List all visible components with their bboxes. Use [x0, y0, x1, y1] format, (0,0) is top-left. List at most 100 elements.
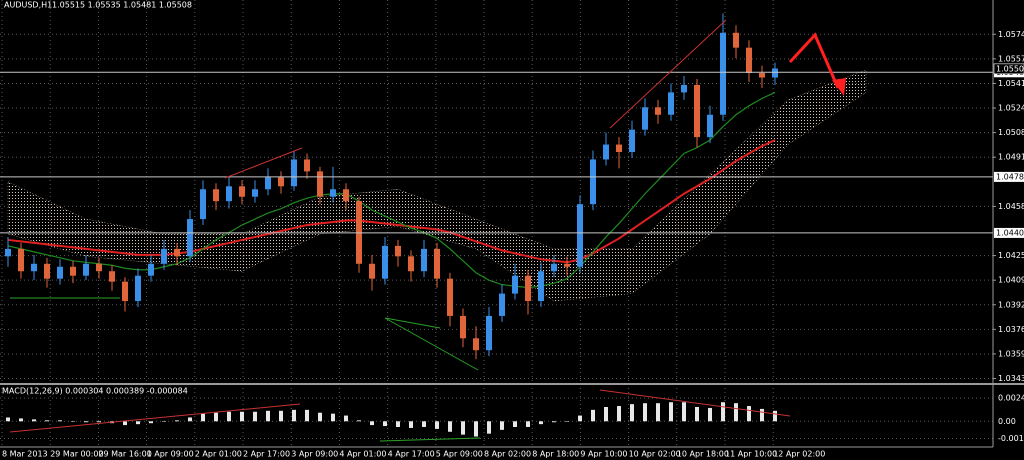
x-tick-label: 12 Apr 02:00 — [773, 450, 825, 459]
macd-bar — [630, 404, 634, 422]
macd-bar — [123, 421, 127, 426]
level-label-box — [994, 171, 1024, 182]
candle-body — [148, 263, 154, 276]
macd-bar — [97, 421, 101, 423]
macd-bar — [344, 415, 348, 422]
candle-body — [252, 189, 258, 197]
macd-bar — [435, 421, 439, 429]
macd-bar — [162, 421, 166, 422]
x-tick-label: 10 Apr 02:00 — [629, 450, 681, 459]
macd-bar — [461, 421, 465, 435]
macd-bar — [201, 413, 205, 422]
candle-body — [135, 275, 141, 302]
candle-body — [200, 189, 206, 220]
candle-body — [31, 263, 37, 272]
y-tick-label: 1.04915 — [998, 153, 1024, 162]
y-tick-label: 1.04255 — [998, 251, 1024, 260]
candle-body — [655, 107, 661, 115]
candle-body — [577, 204, 583, 267]
candle-body — [642, 107, 648, 130]
x-tick-label: 4 Apr 01:00 — [339, 450, 386, 459]
candle-body — [629, 129, 635, 153]
ohlc-text: 1.05515 1.05535 1.05481 1.05508 — [52, 1, 192, 10]
macd-bar — [552, 421, 556, 423]
macd-bar — [227, 411, 231, 422]
candle-body — [603, 144, 609, 160]
x-tick-label: 2 Apr 17:00 — [243, 450, 290, 459]
candle-body — [395, 245, 401, 257]
macd-bar — [188, 417, 192, 422]
macd-bar — [357, 420, 361, 422]
macd-bar — [84, 421, 88, 423]
candle-body — [187, 219, 193, 257]
x-tick-label: 1 Apr 09:00 — [147, 450, 194, 459]
macd-bar — [383, 421, 387, 427]
candle-body — [759, 73, 765, 78]
macd-bar — [45, 420, 49, 422]
y-tick-label: 1.03595 — [998, 349, 1024, 358]
macd-bar — [292, 409, 296, 422]
x-tick-label: 29 Mar 00:00 — [50, 450, 103, 459]
candle-body — [447, 278, 453, 316]
macd-bar — [305, 409, 309, 422]
macd-bar — [58, 420, 62, 422]
macd-title: MACD(12,26,9) 0.000304 0.000389 -0.00008… — [2, 387, 188, 396]
macd-bar — [604, 407, 608, 422]
x-tick-label: 8 Apr 18:00 — [532, 450, 579, 459]
candle-body — [265, 177, 271, 190]
last-price-box — [993, 63, 1024, 75]
macd-bar — [6, 417, 10, 422]
macd-bar — [487, 421, 491, 434]
candle-body — [681, 84, 687, 93]
y-tick-label: 1.05245 — [998, 104, 1024, 113]
macd-tick-label: -0.00181 — [998, 434, 1024, 443]
macd-bar — [695, 407, 699, 422]
y-tick-label: 1.03430 — [998, 374, 1024, 383]
macd-bar — [175, 420, 179, 422]
candle-body — [499, 293, 505, 316]
candle-body — [83, 263, 89, 276]
candle-body — [538, 271, 544, 302]
y-tick-label: 1.05410 — [998, 79, 1024, 88]
macd-tick-label: 0.00 — [998, 417, 1016, 426]
candle-body — [239, 186, 245, 197]
candle-body — [512, 275, 518, 294]
macd-bar — [721, 402, 725, 422]
candle-body — [330, 189, 336, 197]
macd-bar — [149, 421, 153, 424]
macd-bar — [136, 421, 140, 425]
trend-line — [379, 437, 481, 442]
macd-bar — [279, 410, 283, 422]
forecast-arrow — [788, 32, 840, 89]
candle-body — [772, 68, 778, 78]
candle-body — [421, 248, 427, 272]
candle-body — [551, 263, 557, 272]
candle-body — [486, 315, 492, 351]
level-label-box — [994, 227, 1024, 238]
macd-bar — [266, 410, 270, 422]
macd-bar — [656, 403, 660, 422]
macd-bar — [71, 421, 75, 422]
candle-body — [122, 281, 128, 302]
candle-body — [70, 266, 76, 276]
macd-bar — [669, 402, 673, 422]
trend-lines — [9, 19, 846, 442]
candle-body — [343, 189, 349, 202]
macd-bar — [396, 421, 400, 427]
macd-bar — [240, 411, 244, 422]
macd-bar — [617, 406, 621, 422]
plot — [0, 0, 996, 447]
y-tick-label: 1.04585 — [998, 202, 1024, 211]
candle-body — [96, 263, 102, 272]
macd-bar — [682, 402, 686, 422]
macd-bar — [500, 421, 504, 430]
candle-body — [564, 263, 570, 267]
macd-bar — [526, 421, 530, 427]
candle-body — [226, 186, 232, 202]
macd-bar — [747, 406, 751, 422]
macd-bar — [331, 413, 335, 422]
candle-body — [473, 338, 479, 351]
x-tick-label: 10 Apr 18:00 — [677, 450, 729, 459]
macd-bar — [565, 421, 569, 422]
macd-bar — [409, 421, 413, 428]
